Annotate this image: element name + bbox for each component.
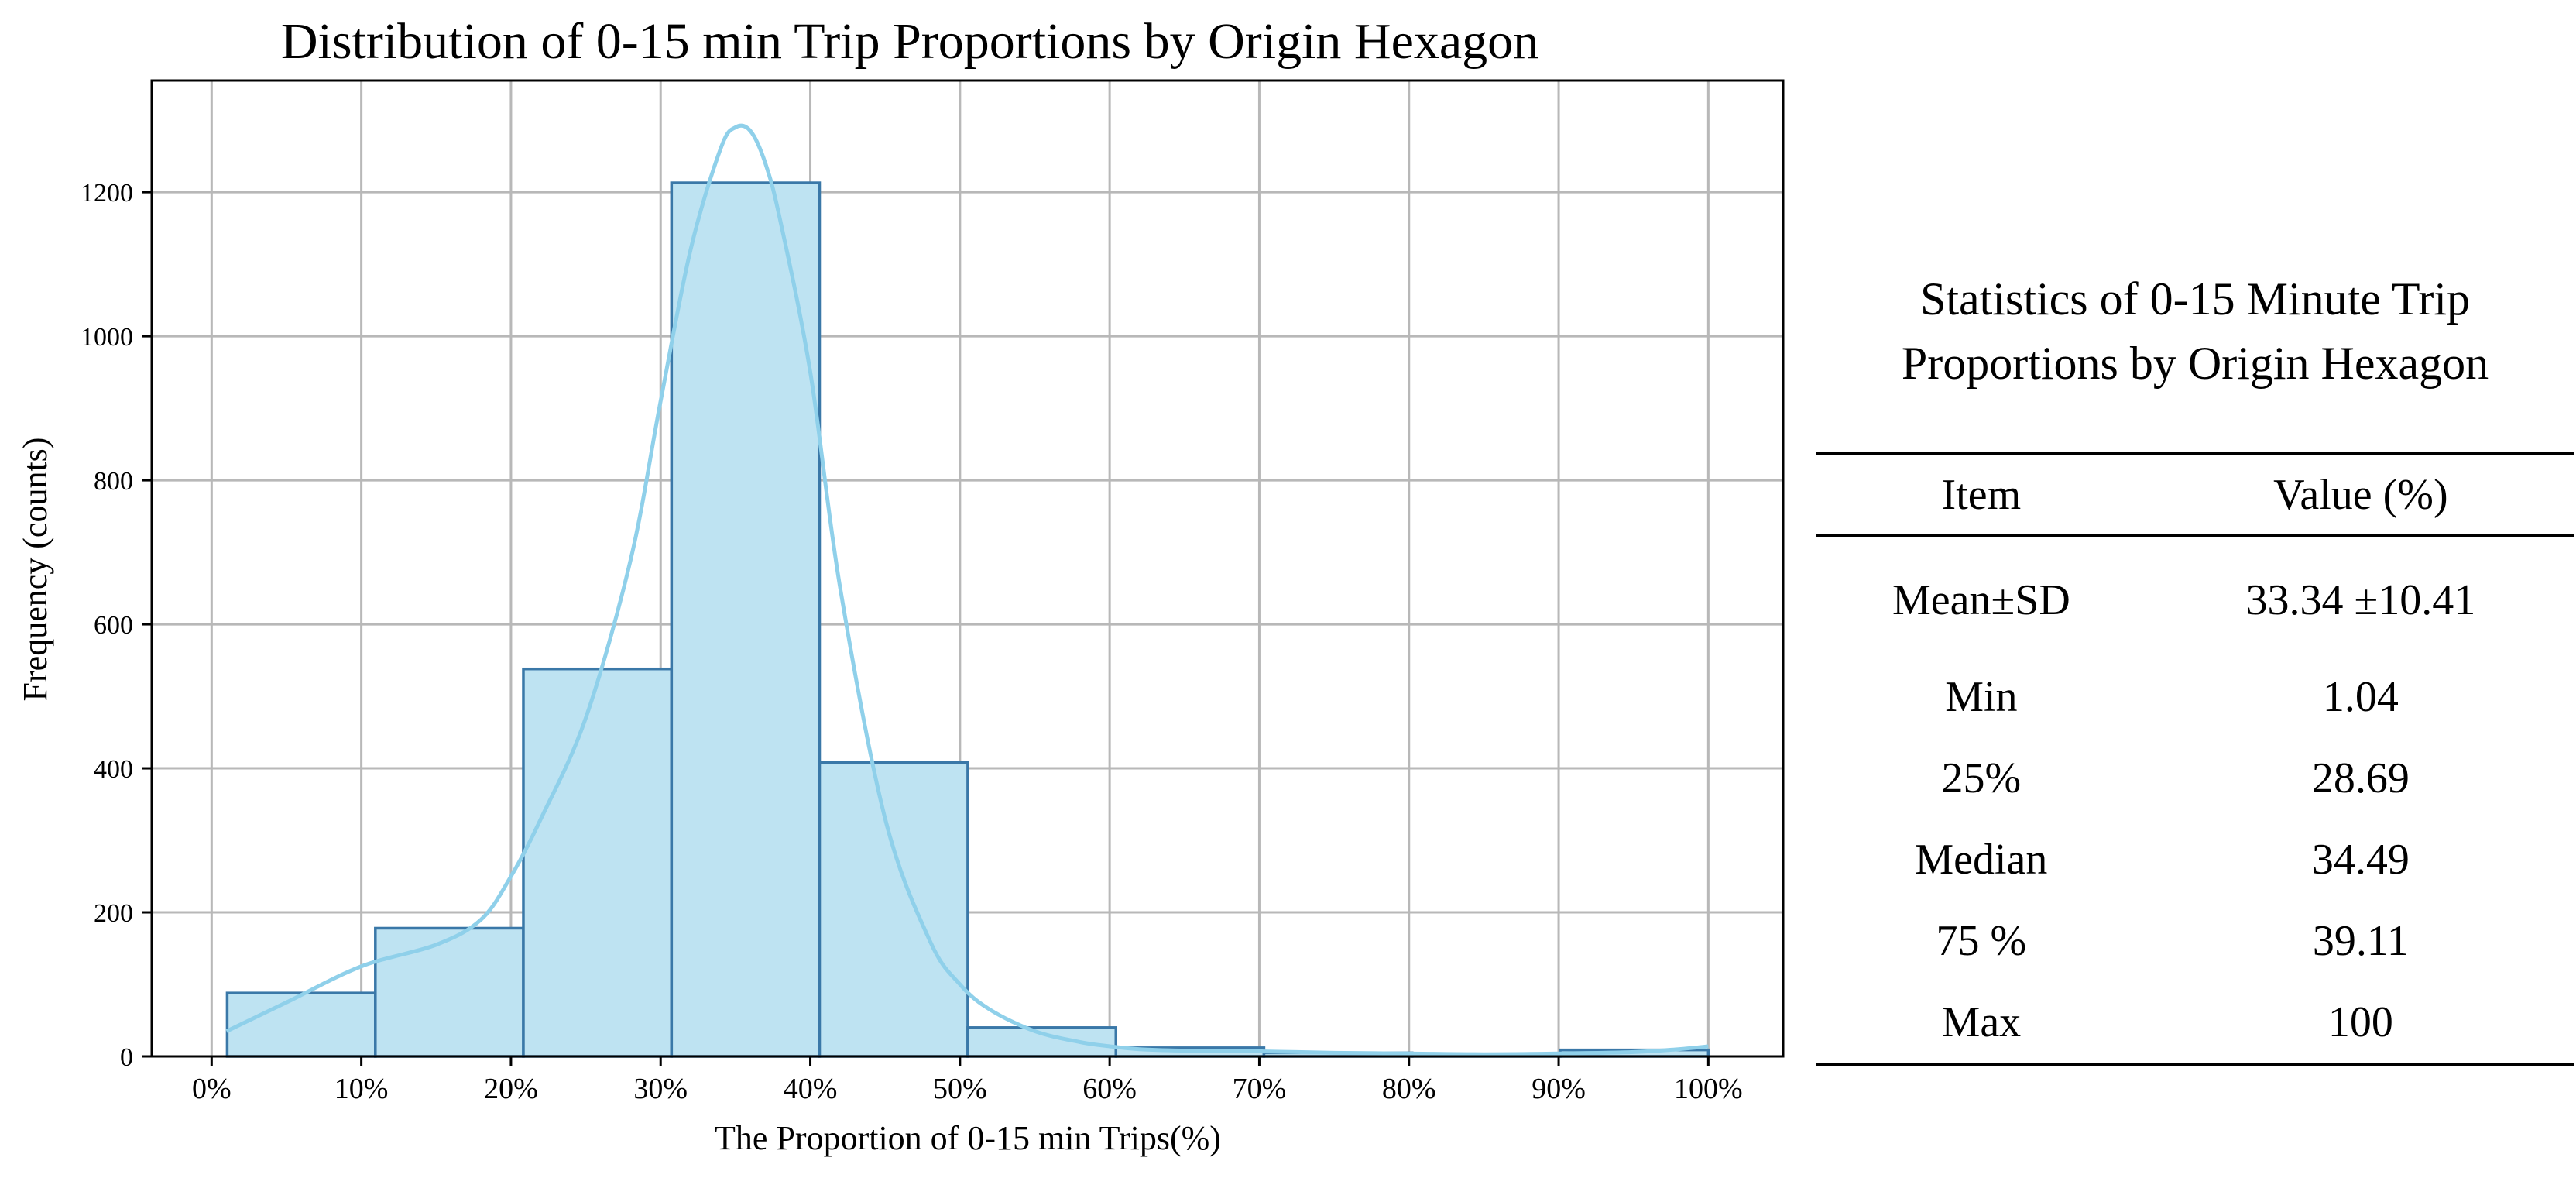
kde-curve bbox=[225, 123, 1709, 1056]
row-value: 1.04 bbox=[2322, 672, 2399, 721]
statistics-title-line-2: Proportions by Origin Hexagon bbox=[1901, 338, 2489, 389]
x-tick-label: 50% bbox=[933, 1073, 987, 1105]
statistics-row: Median 34.49 bbox=[1816, 819, 2574, 900]
x-tick-label: 60% bbox=[1082, 1073, 1137, 1105]
histogram-bar bbox=[670, 181, 822, 1058]
x-tick-label: 0% bbox=[192, 1073, 232, 1105]
x-tick-label: 30% bbox=[633, 1073, 688, 1105]
statistics-row: Mean±SD 33.34 ±10.41 bbox=[1816, 536, 2574, 657]
row-item: 25% bbox=[1941, 754, 2022, 802]
row-value: 34.49 bbox=[2311, 835, 2410, 884]
x-tick-label: 90% bbox=[1532, 1073, 1586, 1105]
row-value: 28.69 bbox=[2311, 754, 2410, 802]
axis-ticks: 0% 10% 20% 30% 40% 50% 60% 70% 80% 90% 100% 0 200 400… bbox=[81, 179, 1743, 1105]
x-tick-label: 70% bbox=[1233, 1073, 1287, 1105]
plot-frame bbox=[150, 79, 1785, 1058]
histogram-bar bbox=[374, 926, 525, 1058]
histogram-bar bbox=[225, 991, 377, 1058]
y-axis-label: Frequency (counts) bbox=[16, 438, 54, 702]
histogram-bar bbox=[966, 1026, 1118, 1058]
header-value: Value (%) bbox=[2273, 470, 2448, 519]
y-tick-label: 1000 bbox=[81, 323, 133, 352]
x-tick-label: 10% bbox=[334, 1073, 389, 1105]
row-value: 39.11 bbox=[2312, 916, 2409, 965]
y-tick-label: 1200 bbox=[81, 179, 133, 208]
row-item: 75 % bbox=[1936, 916, 2027, 965]
statistics-title: Statistics of 0-15 Minute Trip Proportio… bbox=[1816, 267, 2574, 396]
y-tick-label: 0 bbox=[120, 1043, 133, 1072]
histogram-chart: Distribution of 0-15 min Trip Proportion… bbox=[16, 13, 1785, 1157]
y-tick-label: 800 bbox=[94, 467, 133, 496]
row-item: Min bbox=[1945, 672, 2018, 721]
statistics-row: 25% 28.69 bbox=[1816, 737, 2574, 819]
x-tick-label: 20% bbox=[484, 1073, 538, 1105]
histogram-bar bbox=[818, 761, 969, 1058]
statistics-table: Item Value (%) Mean±SD 33.34 ±10.41 Min … bbox=[1816, 452, 2574, 1066]
histogram-bars bbox=[225, 181, 1710, 1058]
statistics-title-line-1: Statistics of 0-15 Minute Trip bbox=[1919, 273, 2471, 325]
statistics-panel: Statistics of 0-15 Minute Trip Proportio… bbox=[1816, 267, 2574, 1066]
row-item: Median bbox=[1915, 835, 2048, 884]
x-tick-label: 100% bbox=[1674, 1073, 1743, 1105]
y-tick-label: 600 bbox=[94, 611, 133, 640]
y-tick-label: 400 bbox=[94, 755, 133, 784]
row-item: Mean±SD bbox=[1892, 575, 2070, 624]
statistics-row: Min 1.04 bbox=[1816, 656, 2574, 737]
y-tick-label: 200 bbox=[94, 899, 133, 928]
statistics-row: Max 100 bbox=[1816, 981, 2574, 1065]
row-value: 100 bbox=[2327, 998, 2393, 1046]
row-value: 33.34 ±10.41 bbox=[2245, 575, 2476, 624]
histogram-bar bbox=[522, 667, 674, 1058]
kde-line bbox=[225, 123, 1709, 1056]
x-axis-label: The Proportion of 0-15 min Trips(%) bbox=[715, 1119, 1221, 1157]
statistics-row: 75 % 39.11 bbox=[1816, 900, 2574, 981]
x-tick-label: 40% bbox=[784, 1073, 838, 1105]
statistics-header-row: Item Value (%) bbox=[1816, 453, 2574, 536]
header-item: Item bbox=[1941, 470, 2022, 519]
row-item: Max bbox=[1941, 998, 2022, 1046]
chart-title: Distribution of 0-15 min Trip Proportion… bbox=[281, 13, 1538, 70]
x-tick-label: 80% bbox=[1382, 1073, 1436, 1105]
